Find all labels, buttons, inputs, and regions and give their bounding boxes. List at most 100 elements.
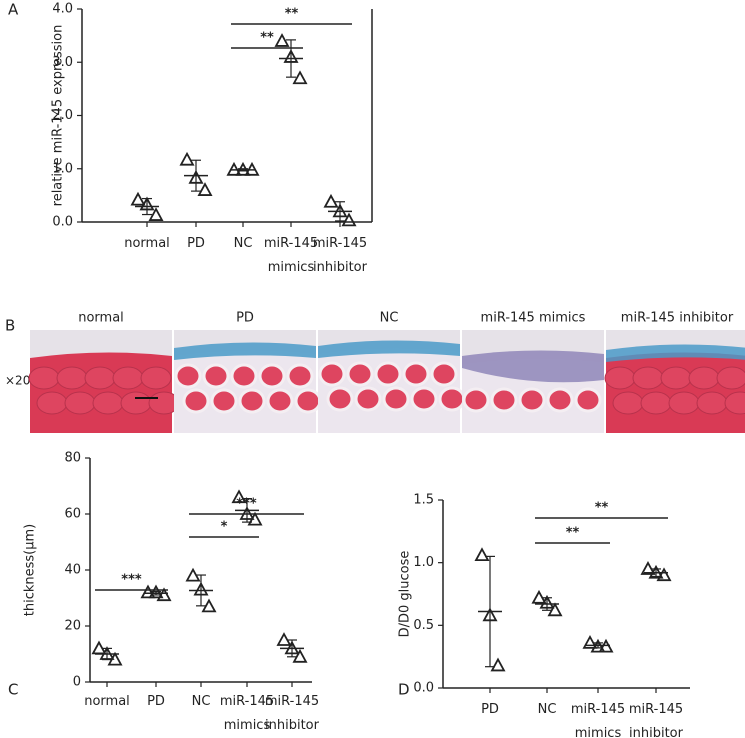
data-point [474, 547, 490, 562]
significance-label: *** [236, 497, 257, 512]
y-tick-label: 20 [64, 619, 81, 634]
tissue-collagen [318, 340, 460, 358]
image-title: normal [78, 311, 124, 326]
histology-image [174, 330, 322, 433]
data-point [235, 161, 251, 176]
data-point [284, 640, 300, 655]
data-point [193, 581, 209, 596]
y-tick-label: 1.5 [413, 493, 434, 508]
tissue-collagen [174, 342, 316, 360]
y-axis-title: D/D0 glucose [398, 551, 413, 638]
data-point [99, 646, 115, 660]
muscle-fiber [402, 361, 430, 387]
muscle-fiber [174, 363, 202, 389]
data-point [188, 169, 204, 184]
x-tick-label: PD [187, 236, 205, 251]
muscle-fiber [258, 363, 286, 389]
muscle-fiber [660, 366, 692, 390]
data-point [598, 638, 614, 653]
data-point [156, 587, 172, 602]
data-point [656, 567, 672, 582]
muscle-fiber [120, 391, 152, 415]
y-tick-label: 1.0 [52, 161, 73, 176]
data-point [91, 640, 107, 655]
muscle-fiber [326, 386, 354, 412]
muscle-fiber [716, 366, 745, 390]
muscle-fiber [140, 366, 172, 390]
muscle-fiber [462, 387, 490, 413]
x-tick-label: normal [124, 236, 170, 251]
data-point [648, 564, 664, 579]
image-title: PD [236, 311, 254, 326]
panel-label: A [8, 1, 19, 19]
tissue-collagen [462, 350, 604, 383]
panel-label: C [8, 681, 18, 699]
x-tick-label: NC [537, 702, 557, 717]
muscle-fiber [346, 361, 374, 387]
x-tick-label: NC [233, 236, 253, 251]
muscle-fiber [230, 363, 258, 389]
panel-label: D [398, 681, 410, 699]
data-point [139, 196, 155, 211]
muscle-fiber [294, 388, 322, 414]
data-point [292, 648, 308, 663]
muscle-fiber [574, 387, 602, 413]
x-tick-label: miR-145 mimics [219, 694, 275, 733]
data-point [283, 49, 299, 63]
muscle-fiber [724, 391, 745, 415]
x-tick-label: miR-145 inhibitor [264, 694, 320, 733]
histology-image [604, 330, 745, 433]
muscle-fiber [518, 387, 546, 413]
muscle-fiber [92, 391, 124, 415]
data-point [179, 151, 195, 166]
muscle-fiber [210, 388, 238, 414]
data-point [140, 584, 156, 599]
significance-label: ** [260, 31, 274, 46]
x-tick-label: normal [84, 694, 130, 709]
panel-label: B [5, 317, 15, 335]
data-point [244, 161, 260, 176]
data-point [332, 203, 348, 218]
x-tick-label: miR-145 mimics [263, 236, 319, 275]
muscle-fiber [490, 387, 518, 413]
x-tick-label: PD [481, 702, 499, 717]
muscle-fiber [604, 366, 636, 390]
data-point [197, 182, 213, 196]
significance-label: ** [566, 526, 580, 541]
muscle-fiber [354, 386, 382, 412]
y-tick-label: 1.0 [413, 555, 434, 570]
muscle-fiber [640, 391, 672, 415]
data-point [185, 567, 201, 582]
muscle-fiber [286, 363, 314, 389]
data-point [547, 602, 563, 617]
data-point [107, 651, 123, 666]
x-tick-label: miR-145 inhibitor [312, 236, 368, 275]
histology-image [28, 330, 180, 433]
data-point [231, 489, 247, 504]
muscle-fiber [546, 387, 574, 413]
muscle-fiber [36, 391, 68, 415]
data-point [148, 207, 164, 221]
data-point [148, 584, 164, 599]
data-point [323, 193, 339, 208]
muscle-fiber [668, 391, 700, 415]
y-tick-label: 0.5 [413, 618, 434, 633]
muscle-fiber [688, 366, 720, 390]
y-tick-label: 80 [64, 451, 81, 466]
data-point [274, 33, 290, 47]
y-axis-title: thickness(μm) [23, 524, 38, 617]
muscle-fiber [266, 388, 294, 414]
image-title: miR-145 mimics [481, 311, 586, 326]
muscle-fiber [382, 386, 410, 412]
data-point [201, 598, 217, 613]
histology-image [318, 330, 466, 433]
x-tick-label: miR-145 mimics [570, 702, 626, 738]
image-title: miR-145 inhibitor [621, 311, 734, 326]
muscle-fiber [430, 361, 458, 387]
data-point [292, 70, 308, 85]
data-point [226, 161, 242, 176]
y-tick-label: 0.0 [413, 681, 434, 696]
histology-image [462, 330, 604, 433]
y-tick-label: 60 [64, 507, 81, 522]
